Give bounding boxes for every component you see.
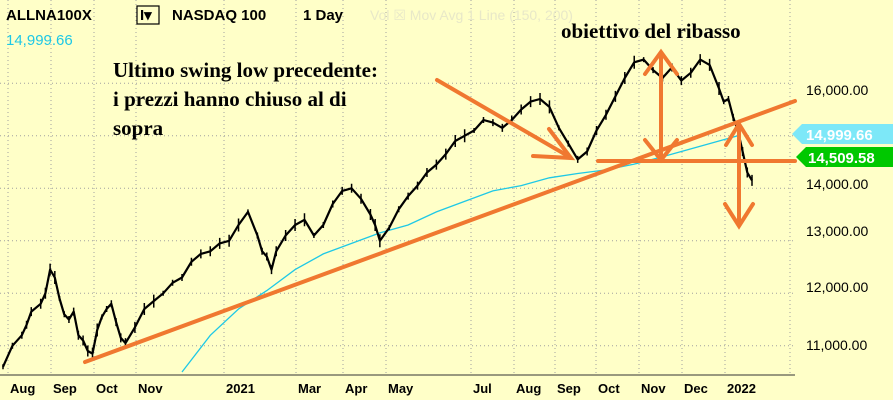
moving-average-value-tag: 14,999.66 (792, 124, 893, 144)
y-tick-label: 16,000.00 (806, 82, 868, 98)
x-tick-label: Nov (138, 381, 163, 396)
x-tick-label: Jul (473, 381, 492, 396)
symbol-dropdown-button[interactable] (136, 5, 160, 25)
x-tick-label: Aug (516, 381, 541, 396)
x-tick-label: 2021 (226, 381, 255, 396)
symbol-label[interactable]: ALLNA100X (6, 7, 92, 24)
y-tick-label: 11,000.00 (806, 337, 867, 353)
current-value-readout: 14,999.66 (6, 32, 73, 49)
x-axis: Aug Sep Oct Nov 2021 Mar Apr May Jul Aug… (10, 381, 756, 396)
projection-arrow-down (723, 202, 755, 230)
y-axis: 16,000.00 14,000.00 13,000.00 12,000.00 … (806, 82, 868, 353)
support-trendline[interactable] (83, 99, 797, 364)
dropdown-icon: I▾ (140, 7, 152, 24)
projection-arrow-up (724, 120, 754, 147)
x-tick-label: Sep (53, 381, 77, 396)
swing-low-annotation-line-1: Ultimo swing low precedente: (113, 58, 378, 82)
target-arrow-up (643, 48, 679, 76)
ma-value-label: 14,999.66 (806, 127, 873, 144)
target-arrow-down (643, 138, 679, 164)
last-price-label: 14,509.58 (808, 150, 875, 167)
x-tick-label: 2022 (727, 381, 756, 396)
x-tick-label: Nov (641, 381, 666, 396)
price-layer (1, 54, 753, 370)
x-tick-label: Apr (345, 381, 367, 396)
chart-header: ALLNA100X I▾ NASDAQ 100 1 Day Vol ☒ Mov … (6, 5, 573, 49)
index-name: NASDAQ 100 (172, 7, 266, 24)
swing-low-annotation-line-3: sopra (113, 116, 164, 140)
text-annotations: Ultimo swing low precedente: i prezzi ha… (113, 19, 741, 140)
period-label[interactable]: 1 Day (303, 7, 344, 24)
x-tick-label: Aug (10, 381, 35, 396)
y-tick-label: 12,000.00 (806, 279, 868, 295)
x-tick-label: Oct (96, 381, 118, 396)
x-tick-label: Dec (684, 381, 708, 396)
y-tick-label: 14,000.00 (806, 176, 868, 192)
y-tick-label: 13,000.00 (806, 223, 868, 239)
annotation-arrow-head (531, 127, 576, 161)
last-price-value-tag: 14,509.58 (796, 147, 893, 167)
x-tick-label: May (388, 381, 414, 396)
x-tick-label: Oct (598, 381, 620, 396)
x-tick-label: Sep (557, 381, 581, 396)
target-annotation: obiettivo del ribasso (561, 19, 741, 43)
faded-indicator-legend: Vol ☒ Mov Avg 1 Line (150, 200) (370, 7, 573, 23)
x-tick-label: Mar (298, 381, 321, 396)
annotation-arrow-line[interactable] (435, 78, 570, 158)
swing-low-annotation-line-2: i prezzi hanno chiuso al di (113, 87, 347, 111)
drawing-layer (83, 48, 797, 364)
